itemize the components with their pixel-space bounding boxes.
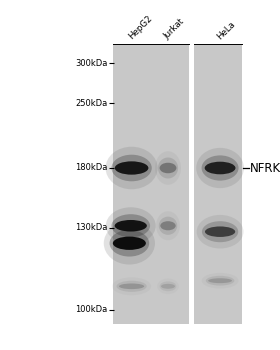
Text: 100kDa: 100kDa — [76, 305, 108, 314]
Ellipse shape — [202, 155, 239, 181]
Ellipse shape — [202, 273, 239, 288]
Ellipse shape — [205, 226, 235, 237]
Bar — [113, 44, 189, 324]
Ellipse shape — [161, 284, 175, 289]
Ellipse shape — [160, 221, 176, 230]
Ellipse shape — [112, 277, 151, 295]
Ellipse shape — [104, 222, 155, 265]
Text: 250kDa: 250kDa — [76, 99, 108, 108]
Ellipse shape — [206, 276, 234, 286]
Ellipse shape — [156, 211, 180, 240]
Ellipse shape — [111, 214, 150, 237]
Ellipse shape — [115, 161, 148, 175]
Text: HeLa: HeLa — [215, 20, 237, 41]
Text: NFRKB: NFRKB — [250, 161, 280, 175]
Ellipse shape — [119, 284, 144, 289]
Text: Jurkat: Jurkat — [162, 17, 186, 41]
Bar — [194, 44, 242, 324]
Ellipse shape — [160, 163, 176, 173]
Ellipse shape — [159, 217, 177, 235]
Text: 180kDa: 180kDa — [75, 163, 108, 173]
Ellipse shape — [111, 155, 152, 181]
Ellipse shape — [116, 281, 147, 292]
Ellipse shape — [196, 148, 244, 188]
Text: 300kDa: 300kDa — [75, 58, 108, 68]
Ellipse shape — [106, 147, 158, 189]
Ellipse shape — [205, 162, 235, 174]
Ellipse shape — [208, 278, 232, 283]
Ellipse shape — [113, 237, 146, 250]
Text: 130kDa: 130kDa — [75, 223, 108, 232]
Ellipse shape — [115, 220, 147, 232]
Ellipse shape — [197, 215, 244, 248]
Ellipse shape — [109, 230, 149, 257]
Ellipse shape — [155, 151, 181, 185]
Ellipse shape — [202, 221, 238, 242]
Ellipse shape — [158, 158, 178, 178]
Text: HepG2: HepG2 — [127, 14, 154, 41]
Ellipse shape — [106, 207, 156, 244]
Ellipse shape — [160, 281, 176, 291]
